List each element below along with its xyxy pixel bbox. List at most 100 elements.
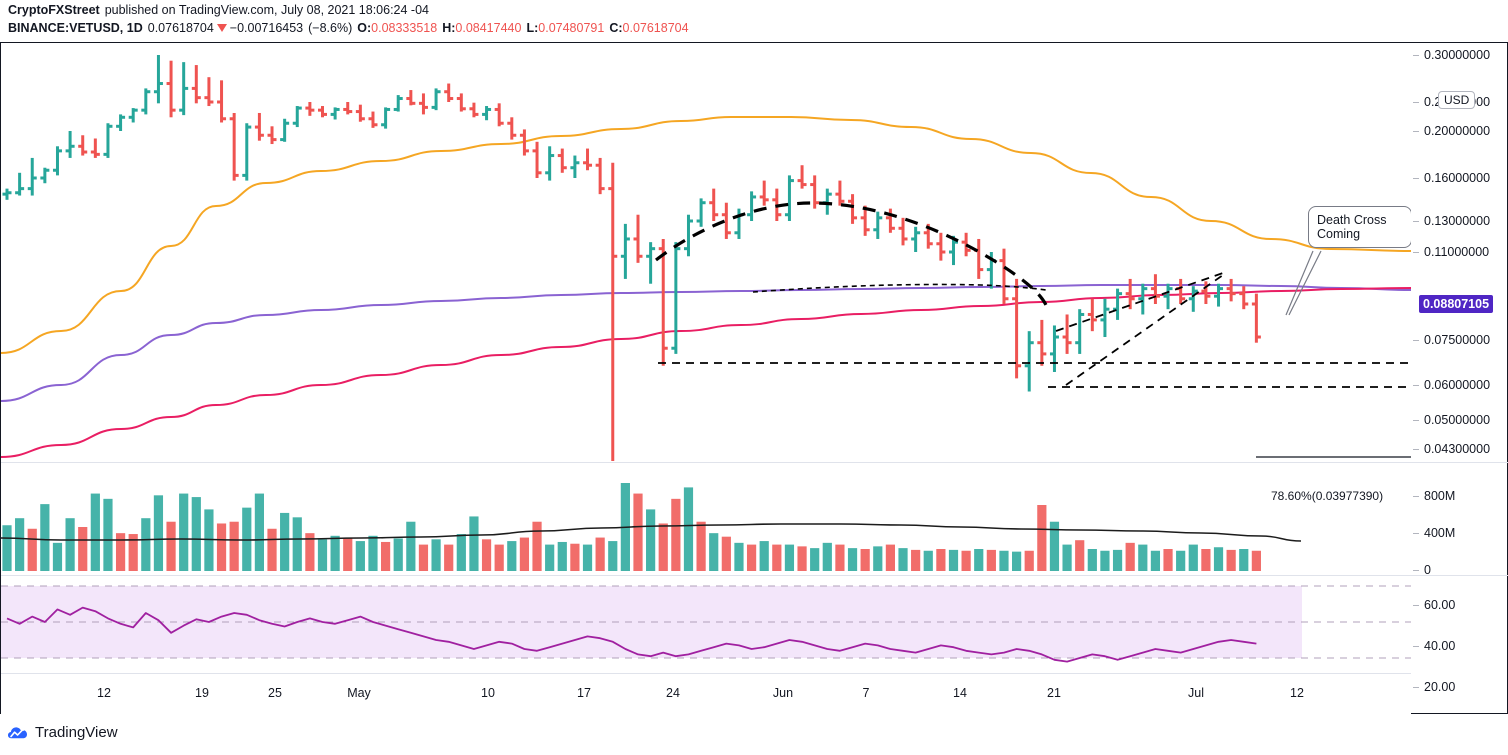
close-value: 0.07618704: [622, 21, 689, 35]
volume-bar: [772, 544, 782, 571]
volume-bar: [1112, 549, 1123, 571]
volume-bar: [191, 497, 201, 571]
volume-bar: [683, 487, 694, 571]
volume-bar: [974, 549, 984, 571]
volume-bar: [595, 537, 605, 571]
price-axis-label: 0.05000000: [1424, 413, 1491, 427]
volume-bar: [1024, 550, 1034, 571]
volume-bar: [557, 541, 567, 571]
volume-bar: [305, 533, 315, 571]
time-axis-label: 7: [862, 686, 870, 700]
volume-bar: [1075, 540, 1085, 571]
axis-divider: [1411, 575, 1508, 576]
volume-plot: [1, 483, 1302, 571]
change-percent: (−8.6%): [308, 21, 353, 35]
volume-bar: [873, 546, 883, 571]
tradingview-brand[interactable]: TradingView: [8, 724, 118, 741]
volume-bar: [507, 541, 517, 571]
volume-bar: [671, 498, 681, 571]
volume-bar: [280, 512, 290, 571]
time-axis-label: 19: [195, 686, 209, 700]
volume-bar: [153, 495, 164, 571]
volume-bar: [179, 493, 189, 571]
volume-bar: [368, 535, 378, 571]
price-axis-label: 0.11000000: [1424, 245, 1490, 259]
volume-bar: [746, 544, 757, 571]
open-value: 0.08333518: [371, 21, 438, 35]
price-axis[interactable]: 0.300000000.240000000.200000000.16000000…: [1411, 42, 1508, 714]
price-axis-label: 0.06000000: [1424, 378, 1491, 392]
ma-pink-line: [1, 287, 1412, 458]
volume-bar: [1087, 549, 1097, 571]
rsi-pane[interactable]: [1, 575, 1412, 672]
volume-bar: [1239, 549, 1249, 571]
current-price-badge: 0.08807105: [1419, 295, 1494, 313]
volume-bar: [582, 544, 593, 571]
volume-bar: [1251, 550, 1261, 571]
volume-bar: [759, 541, 769, 571]
volume-bar: [52, 542, 63, 571]
volume-bar: [784, 544, 795, 571]
volume-bar: [481, 539, 492, 571]
volume-axis-label: 800M: [1424, 489, 1456, 503]
volume-bar: [545, 544, 555, 571]
volume-bar: [911, 549, 921, 571]
volume-bar: [343, 537, 353, 571]
chart-header: CryptoFXStreet published on TradingView.c…: [0, 0, 1508, 42]
volume-ma-line: [1, 523, 1302, 542]
rsi-line: [6, 606, 1257, 663]
volume-bar: [822, 542, 832, 571]
symbol-label[interactable]: BINANCE:VETUSD, 1D: [8, 21, 143, 35]
chart-frame[interactable]: 12 19 25 May 10 17 24 Jun 7 14 21 Jul 12 Death Cross…: [0, 42, 1412, 714]
volume-bar: [810, 548, 820, 571]
axis-tick: [1413, 533, 1419, 534]
time-axis-label: 21: [1047, 686, 1061, 700]
volume-bar: [78, 527, 88, 571]
volume-bar: [1226, 549, 1236, 571]
axis-tick: [1413, 131, 1419, 132]
volume-bar: [406, 521, 416, 571]
change-absolute: −0.00716453: [229, 21, 304, 35]
high-value: 0.08417440: [455, 21, 522, 35]
volume-bar: [216, 523, 227, 571]
volume-bar: [381, 541, 391, 571]
volume-bar: [999, 550, 1009, 571]
currency-badge: USD: [1438, 91, 1476, 109]
volume-bar: [570, 543, 580, 571]
time-axis[interactable]: 12 19 25 May 10 17 24 Jun 7 14 21 Jul 12: [1, 673, 1412, 714]
volume-bar: [1138, 544, 1148, 571]
pattern-neckline: [752, 283, 1047, 293]
rsi-axis-label: 60.00: [1424, 598, 1456, 612]
volume-bar: [267, 528, 277, 571]
volume-bar: [444, 544, 454, 571]
time-axis-label: 14: [953, 686, 967, 700]
price-pane[interactable]: [1, 43, 1412, 461]
axis-tick: [1413, 102, 1419, 103]
symbol-quote-line: BINANCE:VETUSD, 1D 0.07618704 −0.00716453 (…: [8, 21, 689, 35]
volume-bar: [936, 549, 946, 571]
death-cross-callout: Death Cross Coming: [1308, 206, 1412, 248]
axis-tick: [1413, 252, 1419, 253]
price-axis-label: 0.07500000: [1424, 333, 1491, 347]
volume-axis-label: 0: [1424, 563, 1431, 577]
axis-tick: [1413, 385, 1419, 386]
volume-bar: [797, 546, 807, 571]
low-key: L:: [526, 21, 539, 35]
axis-tick: [1413, 221, 1419, 222]
volume-bar: [254, 493, 264, 571]
time-axis-label: May: [347, 686, 371, 700]
volume-bar: [532, 521, 542, 571]
volume-bar: [898, 548, 908, 571]
rsi-axis-label: 40.00: [1424, 639, 1456, 653]
axis-tick: [1413, 449, 1419, 450]
volume-bar: [961, 550, 971, 571]
time-axis-label: Jul: [1188, 686, 1204, 700]
volume-bar: [1150, 550, 1161, 571]
down-triangle-icon: [216, 23, 227, 32]
volume-pane[interactable]: [1, 462, 1412, 574]
volume-bar: [633, 493, 643, 571]
volume-bar: [1201, 549, 1211, 571]
rsi-plot: [1, 585, 1412, 663]
axis-tick: [1413, 55, 1419, 56]
volume-bar: [317, 539, 328, 571]
